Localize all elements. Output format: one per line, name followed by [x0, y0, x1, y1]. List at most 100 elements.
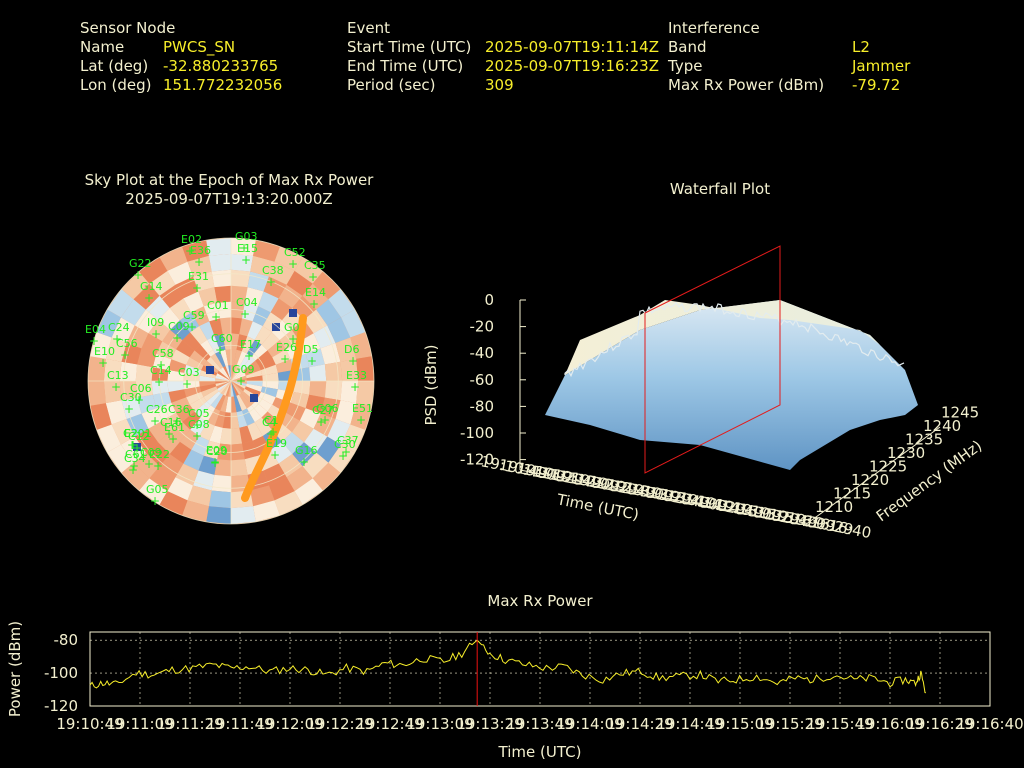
sky-cell [263, 463, 287, 486]
x-tick-label: 19:15:29 [756, 715, 823, 733]
satellite-marker: + [240, 307, 250, 321]
sky-cell [299, 333, 321, 354]
satellite-marker: + [270, 448, 280, 462]
satellite-label: C12 [128, 430, 150, 443]
sky-cell [214, 285, 231, 303]
sky-cell [217, 370, 231, 381]
sky-cell [247, 271, 269, 292]
sky-cell [179, 312, 200, 333]
sky-cell [231, 381, 234, 397]
sky-cell [272, 349, 291, 365]
sky-cell [217, 381, 231, 392]
sky-cell [208, 490, 231, 509]
sky-cell [88, 356, 106, 381]
y-tick-label: -120 [44, 697, 78, 715]
x-tick-label: 19:12:49 [356, 715, 423, 733]
sky-cell [327, 419, 351, 445]
x-tick-label: 19:16:40 [956, 715, 1023, 733]
satellite-marker: + [210, 456, 220, 470]
sky-cell [218, 381, 231, 394]
sky-cell [145, 295, 170, 320]
interference-type-value: Jammer [852, 57, 911, 75]
x-tick-label: 19:11:09 [106, 715, 173, 733]
sky-cell [103, 381, 122, 404]
sky-cell [141, 333, 163, 354]
sky-cell [246, 381, 263, 387]
sky-cell [105, 400, 127, 425]
satellite-label: E51 [352, 402, 373, 415]
sky-cell [111, 419, 135, 445]
sky-cell [341, 309, 366, 338]
satellite-label: C09 [168, 320, 190, 333]
satellite-marker: + [338, 449, 348, 463]
satellite-label: C52 [284, 246, 306, 259]
satellite-label: C58 [152, 347, 174, 360]
satellite-marker: + [308, 270, 318, 284]
maxpower-chart: -80-100-120 19:10:4919:11:0919:11:2919:1… [6, 621, 1024, 733]
sky-cell [186, 391, 204, 405]
sky-cell [271, 320, 292, 341]
sky-cell [216, 381, 231, 389]
sky-cell [258, 357, 276, 371]
satellite-label: G09 [232, 363, 255, 376]
sky-cell [228, 365, 231, 381]
sky-cell [167, 381, 185, 392]
sky-cell [220, 395, 229, 413]
sky-cell [350, 332, 372, 359]
x-tick-label: 19:13:49 [506, 715, 573, 733]
sky-cell [175, 463, 199, 486]
sensor-lat-value: -32.880233765 [163, 57, 279, 75]
sky-cell [350, 403, 372, 430]
satellite-label: C37 [337, 434, 359, 447]
waterfall: 0-20-40-60-80-100-120 121012151220122512… [422, 245, 985, 543]
sky-cell [231, 378, 247, 381]
sky-cell [251, 401, 268, 418]
sky-cell [324, 361, 343, 381]
z-tick-label: -120 [460, 451, 494, 469]
interference-power-label: Max Rx Power (dBm) [668, 76, 825, 94]
satellite-marker: + [120, 348, 130, 362]
maxpower-ylabel: Power (dBm) [6, 621, 24, 717]
satellite-label: C14 [150, 364, 172, 377]
waterfall-z-ticks: 0 -20 -40 -60 -80 -100 -120 [460, 291, 526, 469]
sky-cell [214, 334, 226, 352]
sky-cell [203, 388, 219, 402]
sky-cell [210, 353, 224, 369]
sky-cell [253, 500, 280, 522]
sky-cell [158, 432, 180, 454]
satellite-marker: + [128, 463, 138, 477]
sky-cell [327, 317, 351, 343]
freq-tick-label: 1215 [833, 485, 871, 503]
sky-cell [186, 357, 204, 371]
maxpower-title: Max Rx Power [487, 592, 593, 610]
sky-cell [231, 381, 247, 387]
sky-cell [159, 491, 188, 516]
sky-cell [231, 253, 254, 272]
satellite-label: E09 [206, 444, 227, 457]
interference-band-value: L2 [852, 38, 870, 56]
satellite-marker: + [192, 281, 202, 295]
waterfall-surface [545, 300, 918, 470]
sky-cell [199, 370, 217, 379]
satellite-label: C201 [123, 427, 152, 440]
time-tick-label: 19:16:40 [803, 512, 873, 543]
sky-cell [231, 349, 237, 366]
sky-cell-dark [250, 394, 258, 402]
sky-cell [208, 253, 231, 272]
interference-power-value: -79.72 [852, 76, 901, 94]
sky-cell [291, 420, 314, 443]
x-tick-label: 19:16:29 [906, 715, 973, 733]
sky-cell [215, 381, 231, 387]
satellite-marker: + [185, 244, 195, 258]
sky-cell [231, 381, 245, 392]
sky-cell [241, 336, 255, 354]
sky-cell [183, 449, 204, 471]
sky-cell [159, 284, 184, 308]
satellite-marker: + [350, 380, 360, 394]
x-tick-label: 19:14:29 [606, 715, 673, 733]
sky-cell [218, 368, 231, 381]
sky-cell [215, 375, 231, 381]
satellite-marker: + [299, 455, 309, 469]
sky-cell [231, 506, 256, 524]
satellite-marker: + [307, 354, 317, 368]
